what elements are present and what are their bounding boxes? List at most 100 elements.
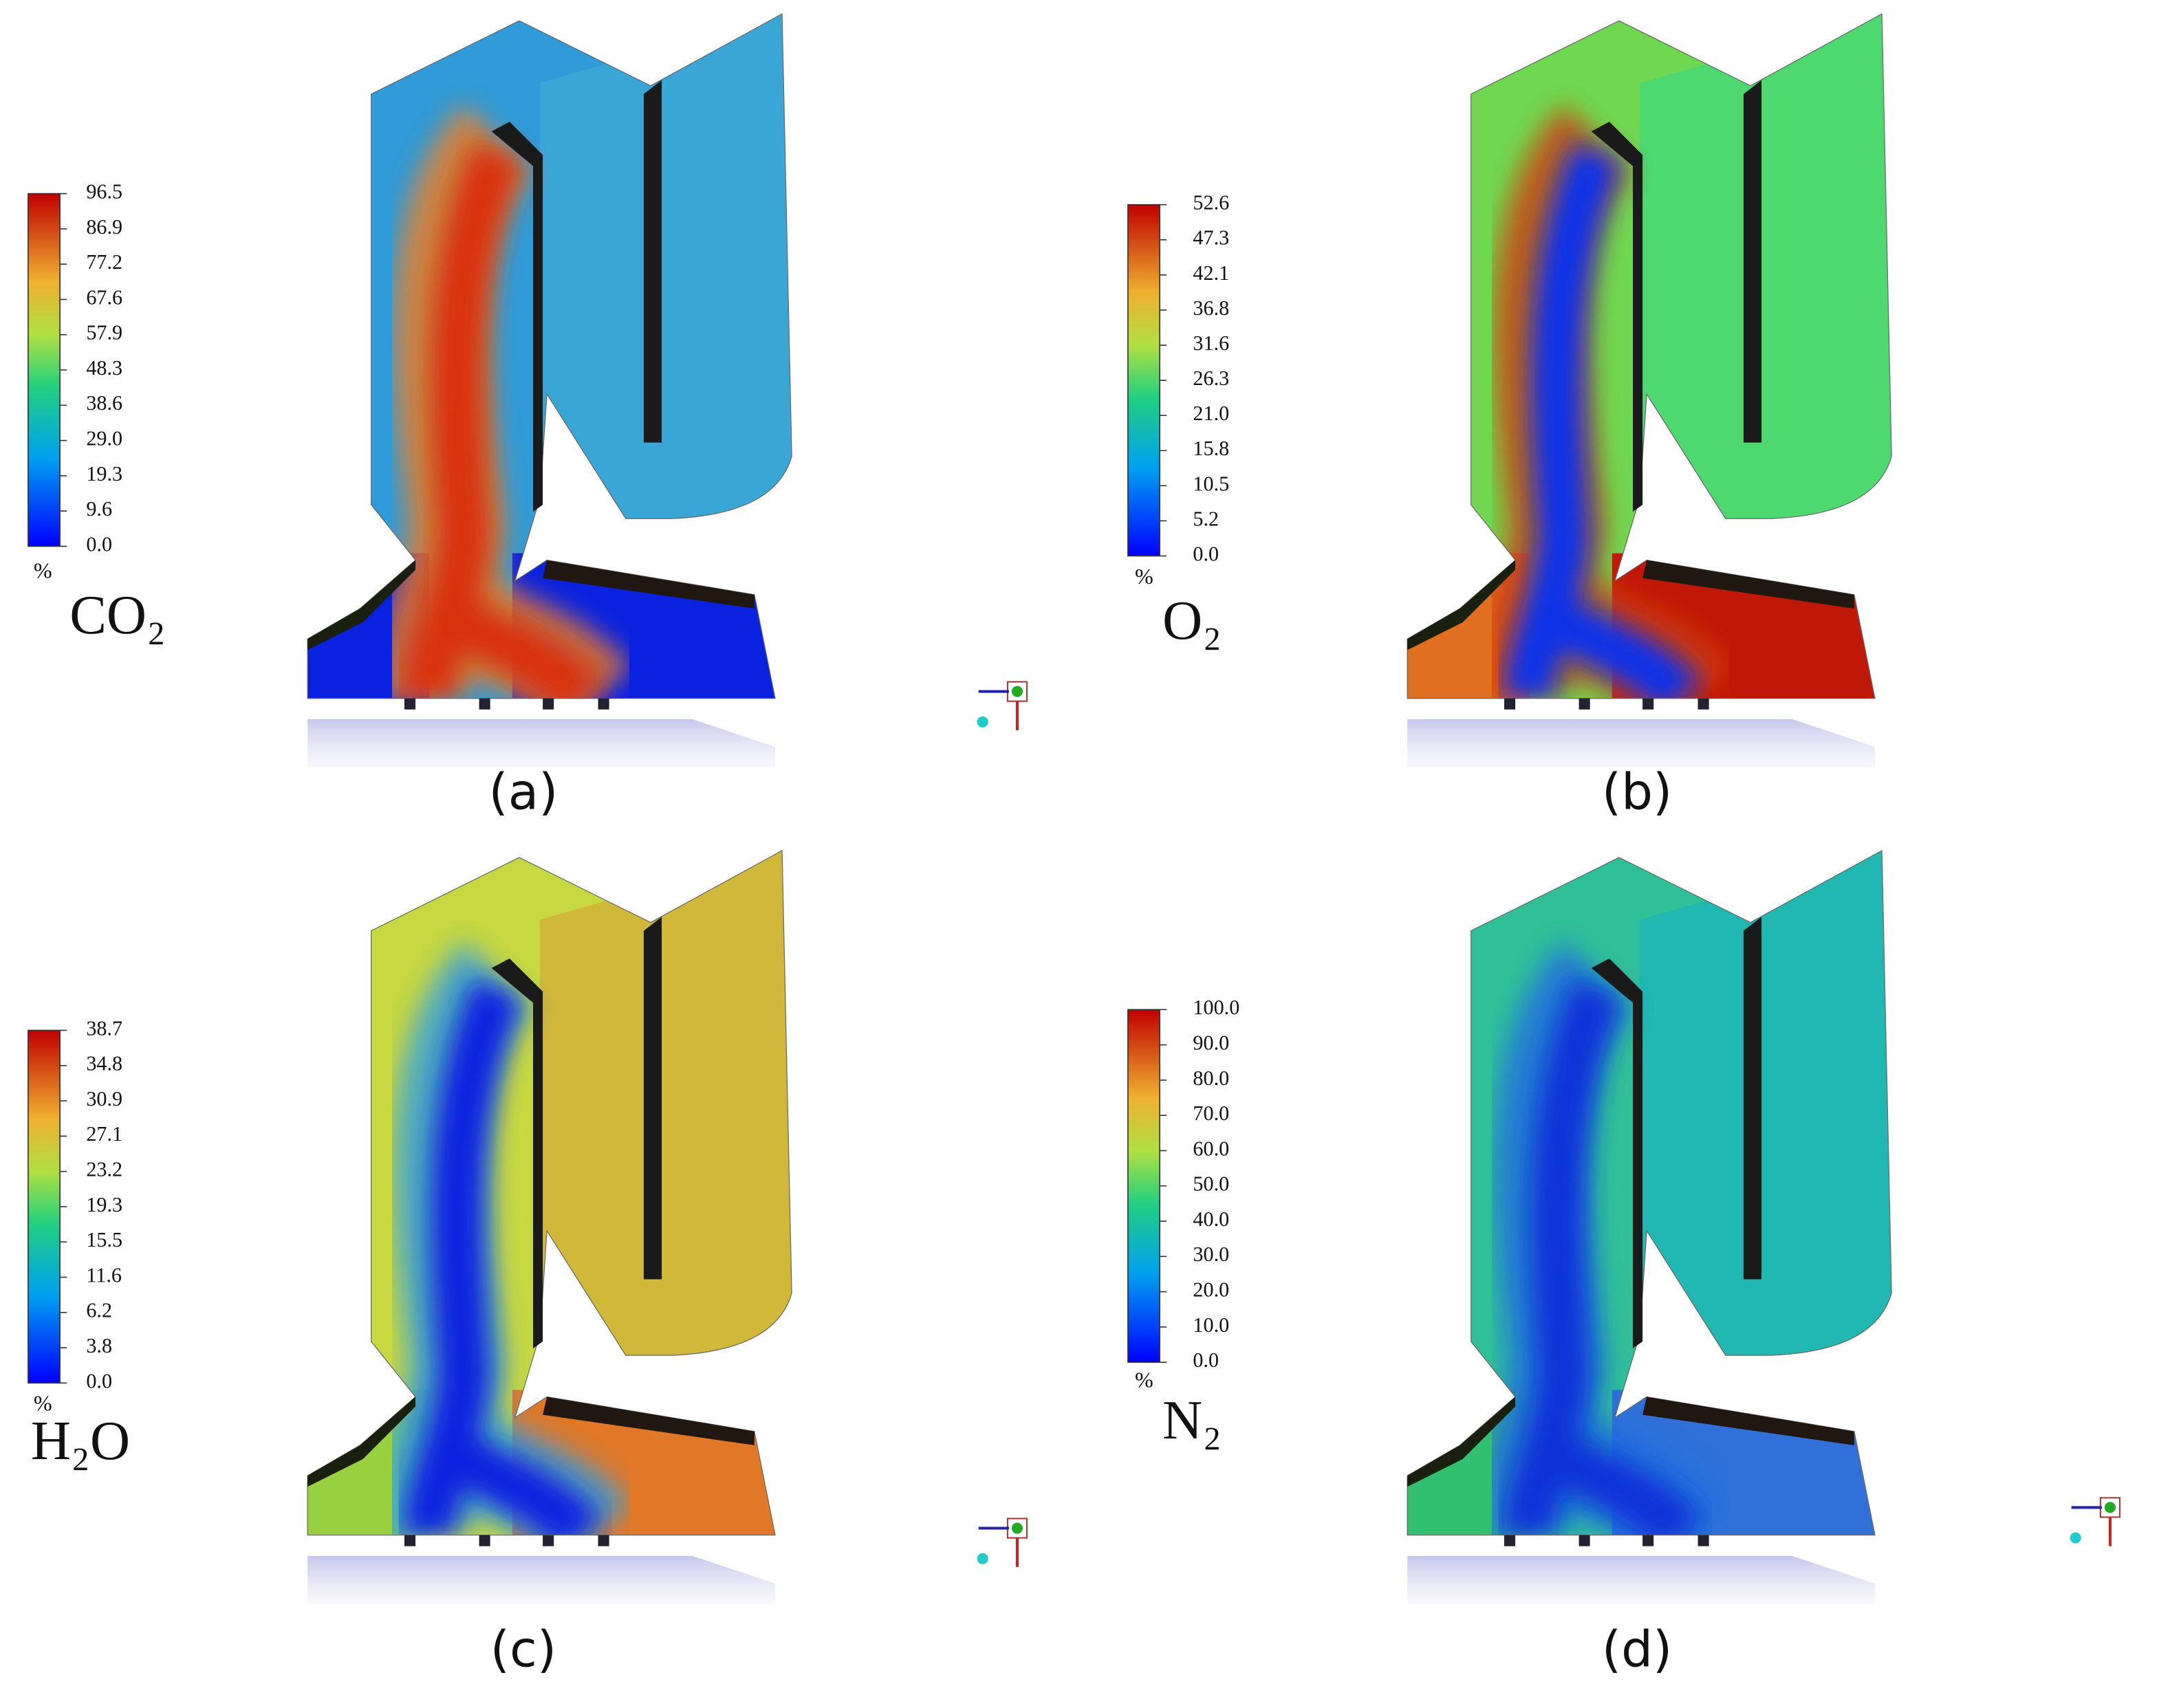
nozzle bbox=[598, 698, 609, 710]
colorbar-label: 29.0 bbox=[86, 427, 122, 450]
unit: % bbox=[1135, 1367, 1153, 1392]
species: N₂ bbox=[1162, 1390, 1222, 1451]
colorbar-label: 60.0 bbox=[1193, 1137, 1229, 1160]
colorbar-label: 31.6 bbox=[1193, 331, 1229, 355]
region bbox=[540, 14, 792, 526]
slot bbox=[1743, 80, 1762, 443]
furnace bbox=[1407, 849, 1892, 1605]
colorbar-label: 19.3 bbox=[86, 462, 122, 485]
roof bbox=[1407, 560, 1516, 650]
unit: % bbox=[34, 558, 52, 583]
nozzle bbox=[1642, 698, 1654, 710]
colorbar-label: 9.6 bbox=[86, 497, 112, 521]
contour bbox=[1407, 14, 1892, 699]
triad-dot bbox=[2070, 1532, 2081, 1544]
axis-triad bbox=[977, 1518, 1028, 1567]
nozzle bbox=[1697, 1535, 1709, 1546]
outline bbox=[307, 13, 792, 699]
nozzle bbox=[1697, 698, 1709, 710]
nozzle bbox=[1504, 1535, 1516, 1546]
contour bbox=[1407, 850, 1892, 1535]
colorbar-label: 67.6 bbox=[86, 285, 122, 309]
colorbar-label: 27.1 bbox=[86, 1122, 122, 1146]
outline bbox=[1407, 13, 1892, 699]
panel: 38.7 34.8 30.9 27.1 23.2 19.3 15.5 11.6 6.2 3.8 0.… bbox=[28, 849, 792, 1679]
colorbar-label: 0.0 bbox=[86, 1369, 112, 1392]
wall bbox=[491, 958, 543, 1349]
contour bbox=[307, 850, 792, 1535]
colorbar-label: 70.0 bbox=[1193, 1102, 1229, 1125]
colorbar bbox=[28, 1029, 61, 1384]
region bbox=[540, 850, 792, 1363]
nozzle bbox=[479, 1535, 490, 1546]
reflection bbox=[307, 1555, 776, 1605]
furnace bbox=[307, 13, 792, 768]
triad-dot bbox=[977, 1553, 988, 1564]
colorbar-label: 20.0 bbox=[1193, 1278, 1229, 1302]
furnace bbox=[1407, 13, 1892, 768]
nozzle bbox=[1578, 1535, 1590, 1546]
plume bbox=[1502, 978, 1702, 1535]
nozzle bbox=[1578, 698, 1590, 710]
colorbar-label: 30.0 bbox=[1193, 1242, 1229, 1266]
unit: % bbox=[1135, 564, 1153, 589]
colorbar-label: 10.0 bbox=[1193, 1313, 1229, 1337]
colorbar-label: 0.0 bbox=[1193, 542, 1219, 565]
colorbar-label: 21.0 bbox=[1193, 402, 1229, 425]
colorbar-label: 5.2 bbox=[1193, 507, 1219, 530]
panel: 96.5 86.9 77.2 67.6 57.9 48.3 38.6 29.0 19.3 9.6 0… bbox=[28, 13, 792, 822]
roof bbox=[307, 1397, 416, 1487]
triad-origin bbox=[2104, 1502, 2116, 1513]
outline bbox=[1407, 849, 1892, 1536]
colorbar-label: 15.5 bbox=[86, 1228, 122, 1251]
colorbar-label: 50.0 bbox=[1193, 1172, 1229, 1196]
colorbar-label: 48.3 bbox=[86, 356, 122, 380]
roof bbox=[1407, 1397, 1516, 1487]
species: H₂O bbox=[31, 1410, 130, 1471]
colorbar-label: 10.5 bbox=[1193, 472, 1229, 495]
reflection bbox=[1407, 1555, 1876, 1605]
nozzle bbox=[479, 698, 490, 710]
colorbar-label: 47.3 bbox=[1193, 226, 1229, 250]
plume bbox=[402, 978, 603, 1535]
species: O₂ bbox=[1162, 590, 1222, 651]
colorbar-label: 57.9 bbox=[86, 321, 122, 344]
plume bbox=[402, 141, 603, 699]
panel-label: (b) bbox=[1602, 764, 1672, 822]
nozzle bbox=[404, 1535, 416, 1546]
nozzle bbox=[404, 698, 416, 710]
colorbar-label: 34.8 bbox=[86, 1052, 122, 1075]
colorbar-label: 40.0 bbox=[1193, 1207, 1229, 1231]
unit: % bbox=[34, 1391, 52, 1416]
colorbar-label: 86.9 bbox=[86, 215, 122, 239]
colorbar bbox=[28, 193, 61, 547]
nozzle bbox=[598, 1535, 609, 1546]
colorbar-label: 90.0 bbox=[1193, 1031, 1229, 1054]
colorbar-label: 38.7 bbox=[86, 1016, 122, 1040]
roof bbox=[543, 560, 755, 609]
roof bbox=[307, 560, 416, 650]
wall bbox=[491, 121, 543, 512]
region bbox=[1640, 850, 1892, 1363]
axis-triad bbox=[2070, 1497, 2121, 1546]
reflection bbox=[307, 719, 776, 768]
slot bbox=[643, 917, 662, 1280]
colorbar bbox=[1127, 1009, 1160, 1363]
roof bbox=[1642, 560, 1854, 609]
colorbar-label: 6.2 bbox=[86, 1299, 112, 1322]
colorbar-label: 80.0 bbox=[1193, 1066, 1229, 1090]
panel-label: (d) bbox=[1602, 1621, 1672, 1679]
colorbar-label: 36.8 bbox=[1193, 296, 1229, 320]
contour bbox=[307, 14, 792, 699]
slot bbox=[1743, 917, 1762, 1280]
panel-label: (a) bbox=[489, 764, 558, 822]
colorbar bbox=[1127, 204, 1160, 557]
species: CO₂ bbox=[69, 584, 166, 646]
colorbar-label: 3.8 bbox=[86, 1334, 112, 1357]
outline bbox=[307, 849, 792, 1536]
axis-triad bbox=[977, 681, 1028, 730]
colorbar-label: 0.0 bbox=[1193, 1348, 1219, 1372]
wall bbox=[1591, 958, 1643, 1349]
